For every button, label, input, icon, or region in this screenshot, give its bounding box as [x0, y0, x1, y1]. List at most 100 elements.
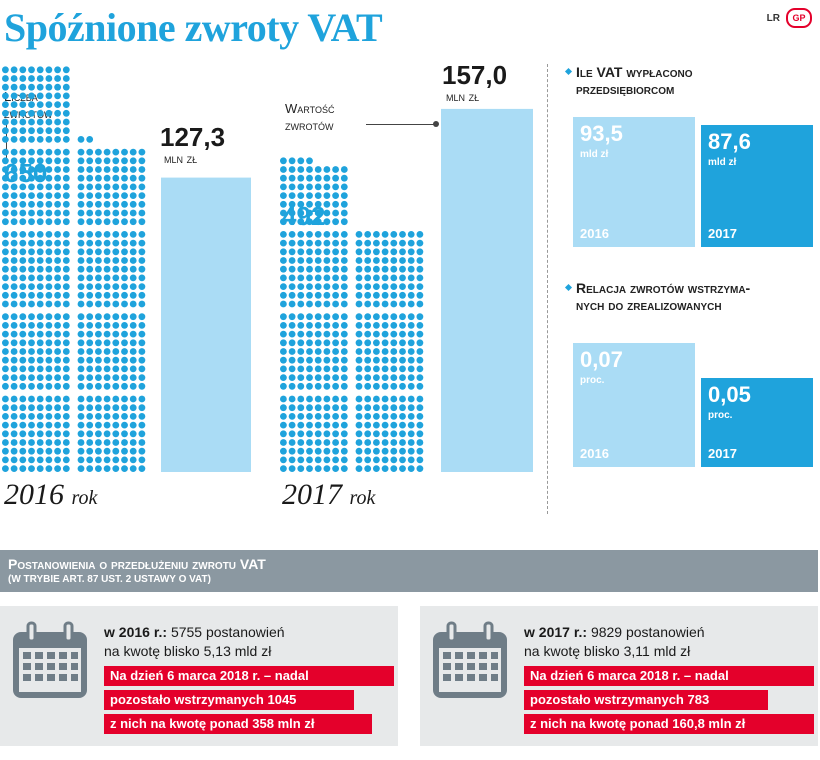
refund-dot — [306, 465, 313, 472]
refund-dot — [86, 231, 94, 238]
refund-dot — [54, 101, 61, 108]
panel-2017-text1: w 2017 r.: 9829 postanowień — [524, 624, 705, 640]
refund-dot — [355, 348, 363, 355]
refund-dot — [381, 382, 389, 390]
refund-dot — [399, 231, 406, 238]
refund-dot — [77, 313, 85, 321]
banner-subtitle: (W TRYBIE ART. 87 UST. 2 USTAWY O VAT) — [8, 574, 211, 585]
refund-dot — [77, 404, 85, 412]
refund-dot — [323, 313, 331, 321]
refund-dot — [2, 136, 9, 143]
refund-dot — [54, 166, 61, 173]
refund-dot — [373, 339, 380, 347]
refund-dot — [314, 174, 322, 182]
refund-dot — [95, 447, 102, 455]
refund-dot — [323, 248, 331, 256]
refund-dot — [129, 231, 137, 238]
refund-dot — [288, 374, 296, 381]
refund-dot — [364, 274, 372, 282]
refund-dot — [297, 257, 305, 264]
refund-dot — [314, 439, 322, 446]
refund-dot — [112, 456, 120, 464]
refund-dot — [381, 456, 389, 464]
refund-dot — [138, 439, 146, 446]
refund-dot — [340, 447, 348, 455]
refund-dot — [10, 374, 18, 381]
refund-dot — [62, 192, 70, 200]
refund-dot — [314, 330, 322, 338]
refund-dot — [103, 239, 111, 247]
refund-dot — [306, 218, 313, 226]
refund-dot — [306, 200, 313, 208]
refund-dot — [86, 192, 94, 200]
refund-dot — [121, 339, 128, 347]
refund-dot — [86, 166, 94, 173]
refund-dot — [103, 300, 111, 308]
refund-dot — [45, 339, 53, 347]
refund-dot — [112, 365, 120, 373]
refund-dot — [381, 313, 389, 321]
refund-dot — [2, 430, 9, 438]
refund-dot — [45, 395, 53, 403]
refund-dot — [121, 447, 128, 455]
refund-dot — [95, 322, 102, 329]
refund-dot — [314, 248, 322, 256]
refund-dot — [86, 356, 94, 364]
refund-dot — [121, 465, 128, 472]
refund-dot — [54, 313, 61, 321]
refund-dot — [314, 274, 322, 282]
refund-dot — [54, 404, 61, 412]
page-title: Spóźnione zwroty VAT — [4, 5, 383, 50]
refund-dot — [297, 430, 305, 438]
refund-dot — [45, 157, 53, 165]
refund-dot — [314, 183, 322, 191]
refund-dot — [19, 200, 27, 208]
refund-dot — [54, 192, 61, 200]
refund-dot — [112, 404, 120, 412]
refund-dot — [280, 166, 287, 173]
refund-dot — [390, 283, 398, 290]
refund-dot — [45, 75, 53, 82]
refund-dot — [314, 231, 322, 238]
refund-dot — [36, 447, 44, 455]
refund-dot — [112, 430, 120, 438]
refund-dot — [364, 465, 372, 472]
refund-dot — [323, 166, 331, 173]
refund-dot — [407, 274, 415, 282]
panel-2017-label: w 2017 r.: — [524, 624, 588, 640]
refund-dot — [323, 265, 331, 273]
refund-dot — [54, 66, 61, 74]
refund-dot — [373, 248, 380, 256]
refund-dot — [10, 218, 18, 226]
refund-dot — [280, 430, 287, 438]
refund-dot — [54, 231, 61, 238]
refund-dot — [129, 421, 137, 429]
vat-paid-year-2016: 2016 — [580, 226, 609, 241]
refund-dot — [62, 313, 70, 321]
ratio-unit-2017: proc. — [708, 410, 733, 421]
refund-dot — [103, 183, 111, 191]
refund-dot — [36, 75, 44, 82]
vat-paid-heading-line2: przedsiębiorcom — [576, 81, 675, 97]
refund-dot — [121, 218, 128, 226]
vat-paid-unit-2016: mld zł — [580, 149, 609, 160]
refund-dot — [45, 365, 53, 373]
refund-dot — [297, 439, 305, 446]
refund-dot — [95, 192, 102, 200]
refund-dot — [28, 101, 35, 108]
refund-dot — [10, 322, 18, 329]
refund-dot — [364, 365, 372, 373]
refund-dot — [2, 330, 9, 338]
refund-dot — [129, 192, 137, 200]
refund-dot — [297, 356, 305, 364]
refund-dot — [416, 313, 424, 321]
refund-dot — [288, 174, 296, 182]
refund-dot — [373, 322, 380, 329]
refund-dot — [62, 300, 70, 308]
value-unit-2017: mln zł — [446, 89, 480, 104]
refund-dot — [297, 322, 305, 329]
refund-dot — [340, 218, 348, 226]
refund-dot — [407, 356, 415, 364]
refund-dot — [129, 404, 137, 412]
refund-dot — [306, 209, 313, 217]
